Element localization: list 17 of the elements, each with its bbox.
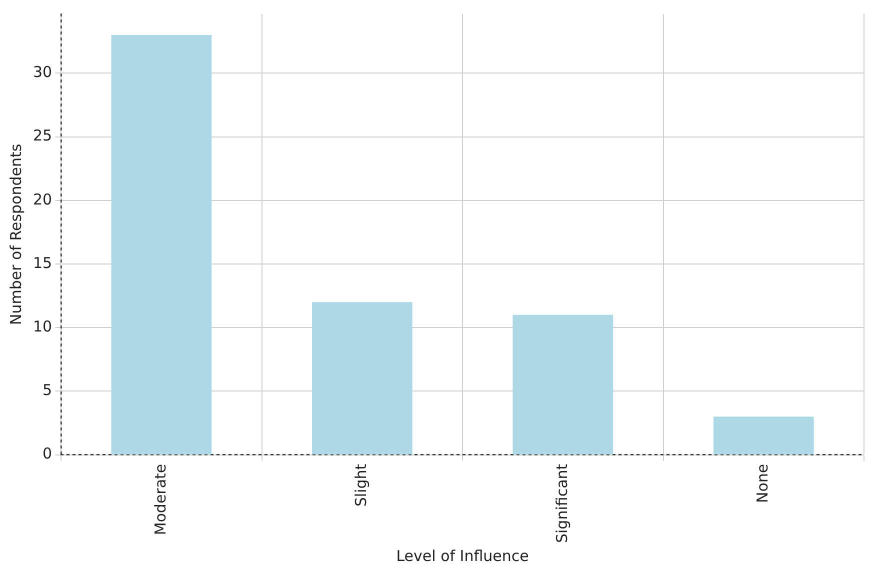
- x-tick-label: Significant: [552, 464, 571, 544]
- bar: [312, 302, 412, 454]
- y-axis-title: Number of Respondents: [6, 144, 25, 326]
- x-tick-label: Slight: [352, 464, 370, 507]
- y-tick-label: 10: [32, 318, 52, 336]
- x-tick-label: None: [754, 464, 772, 503]
- bar: [111, 34, 212, 454]
- x-axis-title: Level of Influence: [396, 546, 529, 565]
- y-tick-label: 25: [32, 126, 52, 145]
- y-tick-label: 0: [42, 444, 52, 463]
- y-tick-label: 30: [32, 63, 52, 82]
- bar: [713, 416, 814, 454]
- y-tick-label: 15: [32, 254, 52, 272]
- y-tick-label: 5: [42, 381, 52, 400]
- x-tick-label: Moderate: [151, 464, 170, 536]
- y-tick-label: 20: [32, 190, 52, 208]
- bar: [512, 314, 614, 454]
